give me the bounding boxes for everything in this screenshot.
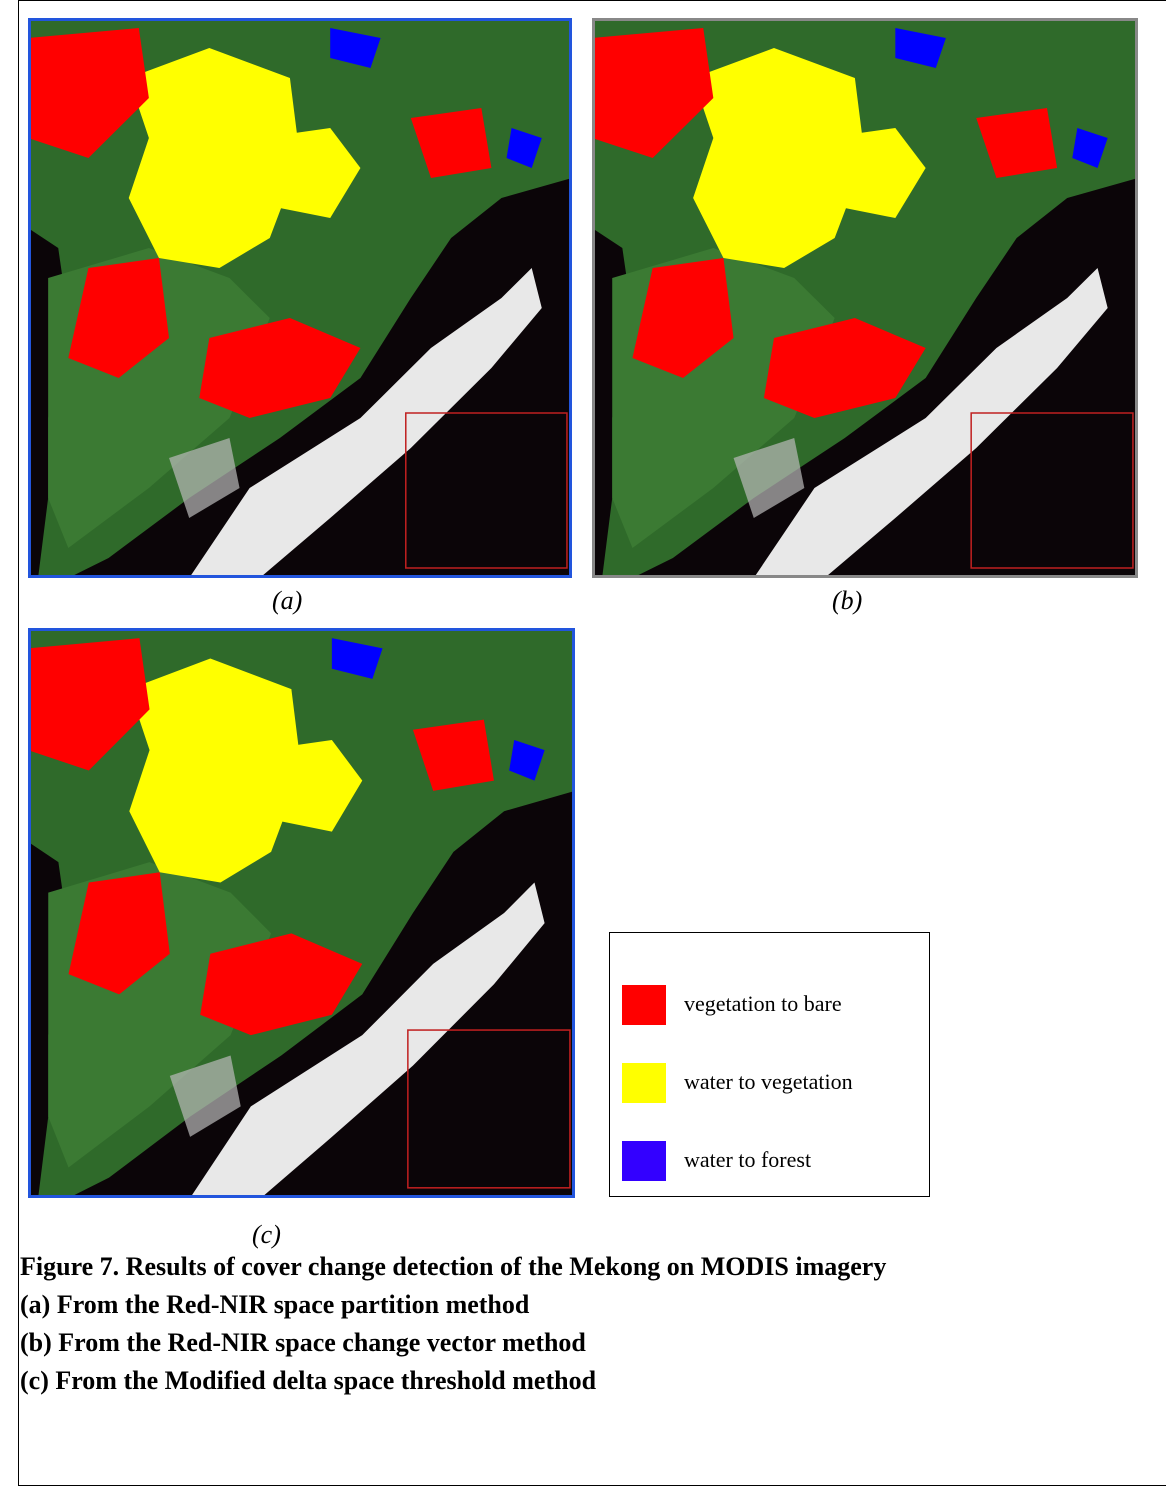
legend-label: vegetation to bare <box>684 991 842 1017</box>
legend-swatch <box>622 1141 666 1181</box>
legend-label: water to vegetation <box>684 1069 853 1095</box>
map-image-b <box>592 18 1138 578</box>
legend-label: water to forest <box>684 1147 811 1173</box>
caption-line: (c) From the Modified delta space thresh… <box>20 1366 596 1396</box>
caption-line: (a) From the Red-NIR space partition met… <box>20 1290 529 1320</box>
panel-label: (b) <box>832 586 862 616</box>
map-image-c <box>28 628 575 1198</box>
caption-line: (b) From the Red-NIR space change vector… <box>20 1328 586 1358</box>
legend-swatch <box>622 985 666 1025</box>
legend: vegetation to bare water to vegetation wat… <box>609 932 930 1197</box>
panel-label: (a) <box>272 586 302 616</box>
map-image-a <box>28 18 572 578</box>
legend-swatch <box>622 1063 666 1103</box>
panel-label: (c) <box>252 1220 281 1250</box>
page: (a) (b) (c) vegetation to bare water to v… <box>0 0 1168 1488</box>
caption-title: Figure 7. Results of cover change detect… <box>20 1252 886 1282</box>
